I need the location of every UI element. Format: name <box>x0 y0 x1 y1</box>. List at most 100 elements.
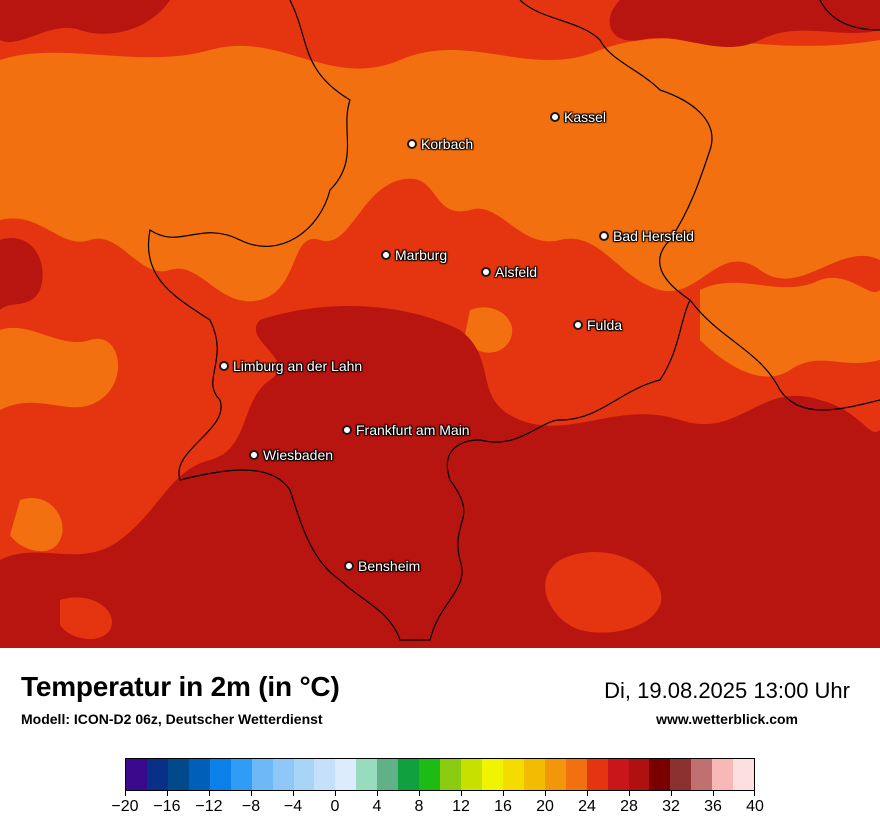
hot-zone-south <box>0 306 880 648</box>
colorbar-tick <box>335 791 336 796</box>
colorbar-segment <box>293 759 315 790</box>
border-south-east <box>689 299 880 411</box>
city-label: Bensheim <box>358 558 421 574</box>
colorbar-tick <box>461 791 462 796</box>
colorbar-tick <box>419 791 420 796</box>
colorbar-segment <box>146 759 168 790</box>
colorbar-segment <box>167 759 189 790</box>
forecast-datetime: Di, 19.08.2025 13:00 Uhr <box>604 678 850 703</box>
colorbar-tick-label: 28 <box>620 798 638 815</box>
legend-footer: Temperatur in 2m (in °C) Modell: ICON-D2… <box>0 648 880 830</box>
warm-patch-central <box>465 307 513 353</box>
warm-zone-north <box>0 38 880 302</box>
colorbar-tick-label: 8 <box>414 798 424 815</box>
colorbar-tick-label: −16 <box>153 798 181 815</box>
colorbar-segment <box>335 759 357 790</box>
colorbar-tick <box>545 791 546 796</box>
state-border <box>147 0 713 641</box>
city-label: Fulda <box>587 317 623 333</box>
warm-zone-east <box>700 277 880 377</box>
colorbar-segment <box>607 759 629 790</box>
colorbar-tick <box>167 791 168 796</box>
temperature-colorbar <box>125 758 755 791</box>
colorbar-tick-label: 12 <box>452 798 470 815</box>
colorbar-segment <box>481 759 503 790</box>
city-label: Frankfurt am Main <box>356 422 470 438</box>
colorbar-tick <box>293 791 294 796</box>
colorbar-segment <box>523 759 545 790</box>
colorbar-tick-label: −12 <box>195 798 223 815</box>
colorbar-segment <box>691 759 713 790</box>
colorbar-tick <box>587 791 588 796</box>
city-dot-icon <box>550 112 560 122</box>
colorbar-tick <box>209 791 210 796</box>
mid-patch-southwest <box>60 597 112 640</box>
colorbar-segment <box>670 759 692 790</box>
colorbar-tick <box>754 791 755 796</box>
city-marker-limburg-an-der-lahn: Limburg an der Lahn <box>219 358 362 374</box>
colorbar-segment <box>126 759 147 790</box>
colorbar-tick-label: 36 <box>704 798 722 815</box>
colorbar-ticks: −20 −16 −12 −8 −4 0 4 8 12 16 20 24 28 32 36 40 <box>111 791 764 827</box>
colorbar-tick <box>503 791 504 796</box>
city-label: Korbach <box>421 136 474 152</box>
colorbar-segment <box>398 759 420 790</box>
city-dot-icon <box>344 561 354 571</box>
city-marker-bad-hersfeld: Bad Hersfeld <box>599 228 694 244</box>
colorbar-tick-label: 40 <box>746 798 764 815</box>
colorbar-tick-label: −20 <box>111 798 139 815</box>
model-source: Modell: ICON-D2 06z, Deutscher Wetterdie… <box>21 711 323 727</box>
colorbar-tick-label: 4 <box>372 798 382 815</box>
city-dot-icon <box>573 320 583 330</box>
colorbar-tick-label: 20 <box>536 798 554 815</box>
city-dot-icon <box>381 250 391 260</box>
city-marker-wiesbaden: Wiesbaden <box>249 447 333 463</box>
colorbar-tick-label: 32 <box>662 798 680 815</box>
city-label: Limburg an der Lahn <box>233 358 363 374</box>
colorbar-segment <box>272 759 294 790</box>
city-dot-icon <box>249 450 259 460</box>
city-dot-icon <box>219 361 229 371</box>
hot-zone-west <box>0 238 43 310</box>
colorbar-segment <box>628 759 650 790</box>
colorbar-segment <box>314 759 336 790</box>
city-label: Marburg <box>395 247 448 263</box>
city-marker-kassel: Kassel <box>550 109 606 125</box>
website-link[interactable]: www.wetterblick.com <box>656 711 798 727</box>
hot-zone-northeast <box>609 0 880 48</box>
city-dot-icon <box>599 231 609 241</box>
colorbar-segment <box>440 759 461 790</box>
city-dot-icon <box>407 139 417 149</box>
colorbar-tick-label: 0 <box>330 798 340 815</box>
colorbar-segment <box>586 759 608 790</box>
city-label: Alsfeld <box>495 264 538 280</box>
colorbar-tick-label: 24 <box>578 798 596 815</box>
colorbar-segment <box>461 759 482 790</box>
city-marker-bensheim: Bensheim <box>344 558 420 574</box>
warm-patch-southwest <box>10 498 63 552</box>
country-border-east <box>819 0 880 31</box>
colorbar-segment <box>649 759 671 790</box>
city-label: Wiesbaden <box>263 447 334 463</box>
warm-zone-west <box>0 327 119 410</box>
temperature-map <box>0 0 880 648</box>
colorbar-tick <box>251 791 252 796</box>
colorbar-tick <box>713 791 714 796</box>
colorbar-segment <box>230 759 252 790</box>
city-label: Kassel <box>564 109 607 125</box>
colorbar-segment <box>712 759 734 790</box>
city-dot-icon <box>342 425 352 435</box>
colorbar-segment <box>502 759 524 790</box>
colorbar-tick <box>671 791 672 796</box>
colorbar-segment <box>733 759 755 790</box>
colorbar-segment <box>419 759 441 790</box>
colorbar-tick <box>377 791 378 796</box>
colorbar-tick <box>125 791 126 796</box>
colorbar-segment <box>188 759 210 790</box>
colorbar-segment <box>209 759 231 790</box>
city-dot-icon <box>481 267 491 277</box>
city-marker-korbach: Korbach <box>407 136 473 152</box>
city-marker-marburg: Marburg <box>381 247 447 263</box>
colorbar-segment <box>565 759 587 790</box>
city-marker-alsfeld: Alsfeld <box>481 264 537 280</box>
